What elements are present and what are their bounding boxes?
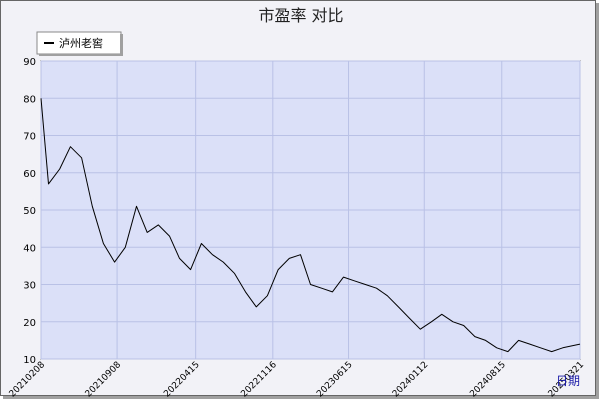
x-tick-label: 20230615 [315, 360, 354, 397]
x-axis-label: 日期 [556, 374, 580, 388]
y-tick-label: 70 [23, 132, 36, 143]
x-axis-ticks: 20210208 20210908 20220415 20221116 20230615… [8, 360, 586, 397]
series-layer [40, 98, 581, 353]
y-tick-label: 40 [23, 243, 36, 254]
y-tick-label: 80 [23, 94, 36, 105]
chart-title: 市盈率 对比 [258, 6, 343, 25]
series-line [40, 98, 581, 353]
x-tick-label: 20221116 [239, 360, 279, 397]
legend-label: 泸州老窖 [59, 36, 103, 50]
x-tick-label: 20210908 [84, 360, 124, 397]
y-tick-label: 50 [23, 206, 36, 217]
y-tick-label: 10 [23, 355, 36, 366]
y-axis-ticks: 10 20 30 40 50 60 70 80 90 [23, 57, 36, 366]
y-tick-label: 60 [23, 169, 36, 180]
x-tick-label: 20220415 [162, 360, 201, 397]
y-tick-label: 90 [23, 57, 36, 68]
y-tick-label: 20 [23, 318, 36, 329]
grid-lines [40, 60, 581, 360]
y-tick-label: 30 [23, 281, 36, 292]
x-tick-label: 20240815 [468, 360, 507, 397]
x-tick-label: 20240112 [391, 360, 430, 397]
legend: 泸州老窖 [36, 31, 123, 56]
